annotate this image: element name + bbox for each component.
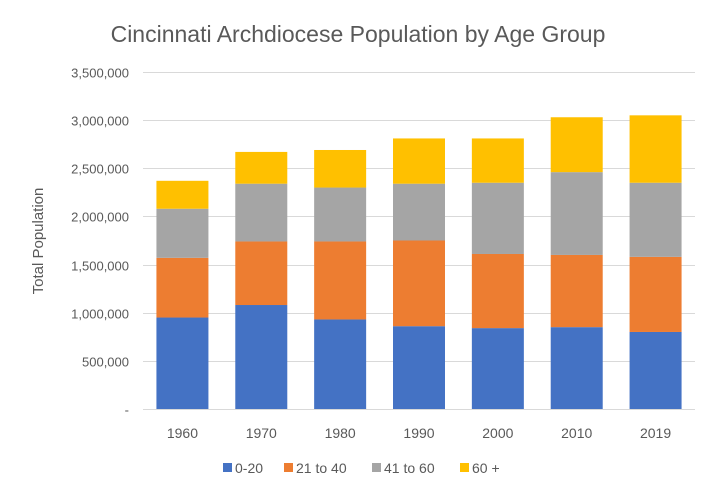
bar-segment xyxy=(393,240,445,327)
y-tick-label: 2,500,000 xyxy=(71,162,129,177)
bar-segment xyxy=(629,331,682,409)
legend-item: 41 to 60 xyxy=(372,460,435,476)
x-tick-label: 2000 xyxy=(482,425,513,441)
bar-segment xyxy=(629,115,682,183)
legend-item: 21 to 40 xyxy=(284,460,347,476)
legend-label: 21 to 40 xyxy=(296,460,347,476)
bar-segment xyxy=(629,182,682,257)
x-tick-label: 2019 xyxy=(640,425,671,441)
x-tick-label: 1980 xyxy=(325,425,356,441)
legend: 0-20 21 to 40 41 to 60 60 + xyxy=(223,460,500,476)
y-tick-label: 2,000,000 xyxy=(71,210,129,225)
x-tick-label: 1960 xyxy=(167,425,198,441)
bar-segment xyxy=(393,326,445,409)
bar-segment xyxy=(550,117,603,173)
y-tick-label: 1,500,000 xyxy=(71,259,129,274)
bar-segment xyxy=(235,305,288,409)
legend-label: 0-20 xyxy=(235,460,263,476)
bar-segment xyxy=(550,254,603,328)
bar-segment xyxy=(471,182,524,254)
bar-segment xyxy=(156,257,209,318)
bar-segment xyxy=(314,187,367,242)
bar-segment xyxy=(629,256,682,332)
x-tick-label: 1990 xyxy=(403,425,434,441)
x-tick-label: 2010 xyxy=(561,425,592,441)
y-tick-label: 1,000,000 xyxy=(71,307,129,322)
y-tick-label: - xyxy=(125,403,129,418)
bar-segment xyxy=(471,253,524,329)
y-tick-label: 500,000 xyxy=(82,355,129,370)
bar-segment xyxy=(156,208,209,258)
x-axis-ticks: 1960 1970 1980 1990 2000 2010 2019 xyxy=(167,425,672,441)
bar-segment xyxy=(235,151,288,184)
bar-segment xyxy=(550,327,603,409)
legend-label: 41 to 60 xyxy=(384,460,435,476)
legend-label: 60 + xyxy=(472,460,500,476)
bar-segment xyxy=(393,138,445,184)
y-axis-ticks: - 500,000 1,000,000 1,500,000 2,000,000 2,500… xyxy=(71,66,129,418)
legend-swatch xyxy=(460,463,469,472)
bar-segment xyxy=(314,149,367,188)
bar-segment xyxy=(550,172,603,255)
bars xyxy=(156,115,682,409)
bar-segment xyxy=(235,183,288,242)
bar-segment xyxy=(156,317,209,409)
legend-item: 60 + xyxy=(460,460,500,476)
bar-segment xyxy=(471,138,524,183)
bar-segment xyxy=(235,241,288,306)
y-tick-label: 3,500,000 xyxy=(71,66,129,81)
legend-swatch xyxy=(372,463,381,472)
bar-segment xyxy=(393,183,445,241)
x-tick-label: 1970 xyxy=(246,425,277,441)
bar-segment xyxy=(314,319,367,409)
legend-swatch xyxy=(284,463,293,472)
y-tick-label: 3,000,000 xyxy=(71,114,129,129)
bar-segment xyxy=(471,328,524,409)
legend-item: 0-20 xyxy=(223,460,263,476)
y-axis-label: Total Population xyxy=(30,188,47,295)
bar-segment xyxy=(156,180,209,209)
chart-title: Cincinnati Archdiocese Population by Age… xyxy=(111,21,606,47)
legend-swatch xyxy=(223,463,232,472)
bar-segment xyxy=(314,241,367,320)
